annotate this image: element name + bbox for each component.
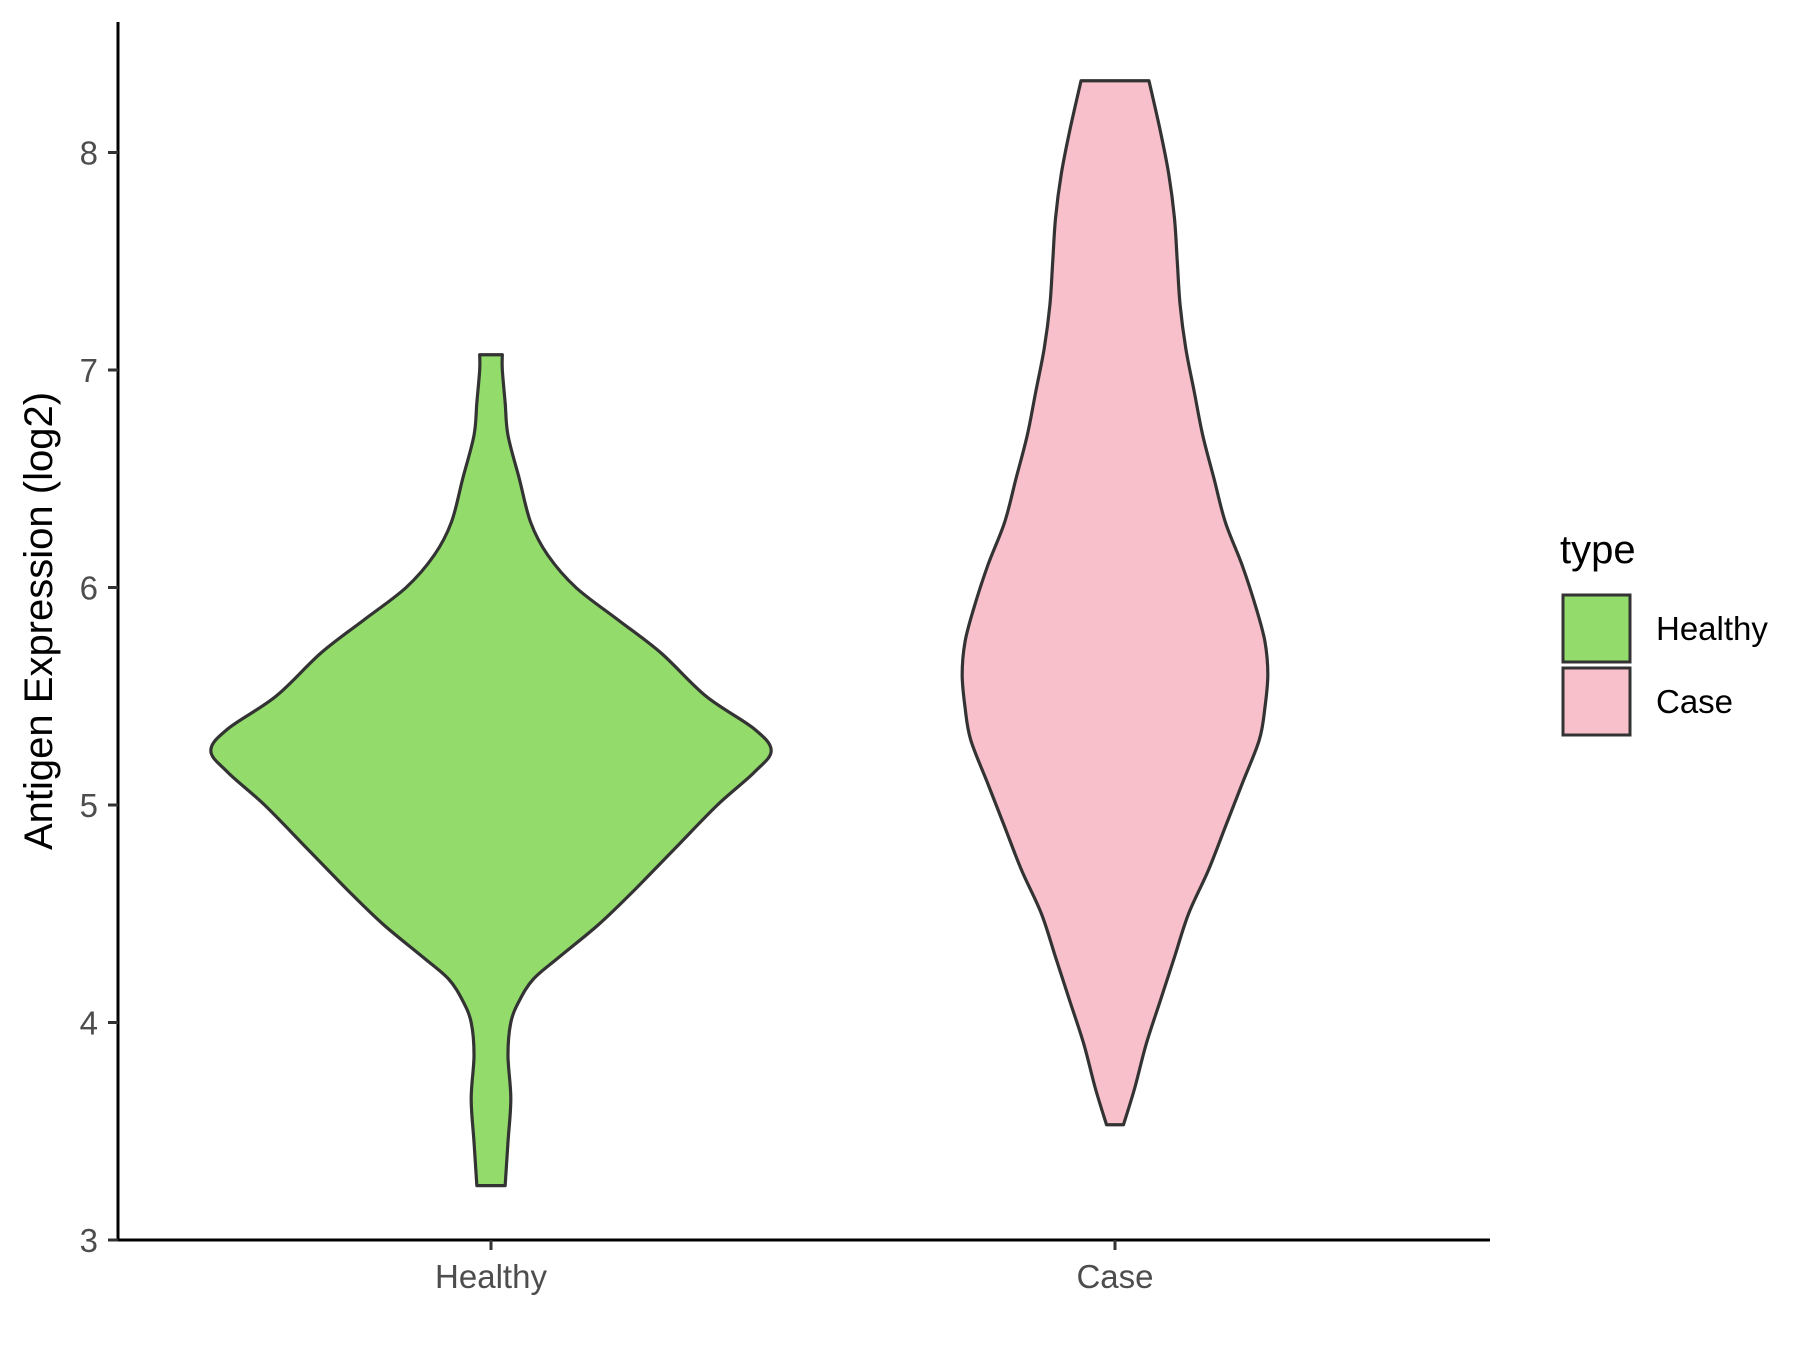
y-tick-label: 3 — [80, 1222, 98, 1259]
x-ticks: Healthy Case — [435, 1240, 1154, 1295]
axes-layer: 3 4 5 6 7 8 Healthy Case — [80, 22, 1490, 1295]
y-tick-label: 7 — [80, 352, 98, 389]
y-axis-title: Antigen Expression (log2) — [17, 392, 61, 850]
legend-swatch-healthy — [1561, 593, 1632, 664]
x-tick-label: Case — [1076, 1258, 1153, 1295]
violins-layer — [209, 79, 1270, 1188]
y-tick-label: 4 — [80, 1005, 98, 1042]
y-ticks: 3 4 5 6 7 8 — [80, 135, 118, 1259]
y-tick-label: 8 — [80, 135, 98, 172]
legend-swatch-case — [1561, 666, 1632, 737]
legend-label-case: Case — [1656, 683, 1733, 720]
legend: type Healthy Case — [1560, 528, 1768, 737]
violin-healthy — [209, 353, 773, 1188]
y-tick-label: 5 — [80, 787, 98, 824]
legend-label-healthy: Healthy — [1656, 610, 1768, 647]
violin-case — [960, 79, 1270, 1127]
legend-title: type — [1560, 528, 1636, 572]
legend-entries: Healthy Case — [1561, 593, 1768, 737]
x-tick-label: Healthy — [435, 1258, 547, 1295]
y-tick-label: 6 — [80, 570, 98, 607]
